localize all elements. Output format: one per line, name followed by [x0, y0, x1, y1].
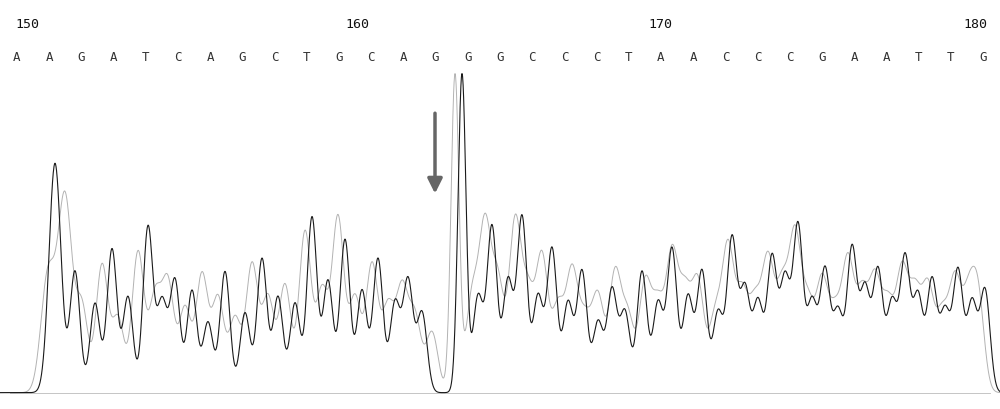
- Text: C: C: [754, 51, 761, 64]
- Text: 170: 170: [648, 18, 672, 31]
- Text: C: C: [528, 51, 536, 64]
- Text: A: A: [206, 51, 214, 64]
- Text: C: C: [722, 51, 729, 64]
- Text: 150: 150: [15, 18, 39, 31]
- Text: T: T: [142, 51, 150, 64]
- Text: C: C: [367, 51, 375, 64]
- Text: A: A: [657, 51, 665, 64]
- Text: T: T: [625, 51, 633, 64]
- Text: A: A: [110, 51, 117, 64]
- Text: G: G: [818, 51, 826, 64]
- Text: A: A: [45, 51, 53, 64]
- Text: T: T: [915, 51, 922, 64]
- Text: 180: 180: [963, 18, 987, 31]
- Text: A: A: [13, 51, 21, 64]
- Text: C: C: [174, 51, 182, 64]
- Text: A: A: [400, 51, 407, 64]
- Text: C: C: [593, 51, 600, 64]
- Text: C: C: [271, 51, 278, 64]
- Text: 160: 160: [345, 18, 369, 31]
- Text: A: A: [850, 51, 858, 64]
- Text: G: G: [979, 51, 987, 64]
- Text: G: G: [335, 51, 343, 64]
- Text: T: T: [947, 51, 955, 64]
- Text: T: T: [303, 51, 311, 64]
- Text: A: A: [883, 51, 890, 64]
- Text: A: A: [689, 51, 697, 64]
- Text: G: G: [464, 51, 472, 64]
- Text: G: G: [78, 51, 85, 64]
- Text: G: G: [432, 51, 439, 64]
- Text: C: C: [561, 51, 568, 64]
- Text: C: C: [786, 51, 794, 64]
- Text: G: G: [496, 51, 504, 64]
- Text: G: G: [239, 51, 246, 64]
